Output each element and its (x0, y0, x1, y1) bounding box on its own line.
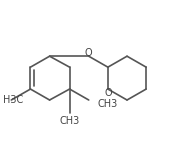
Text: CH3: CH3 (60, 117, 80, 126)
Text: H3C: H3C (3, 95, 23, 105)
Text: O: O (85, 48, 93, 58)
Text: O: O (104, 88, 112, 98)
Text: CH3: CH3 (97, 99, 117, 109)
